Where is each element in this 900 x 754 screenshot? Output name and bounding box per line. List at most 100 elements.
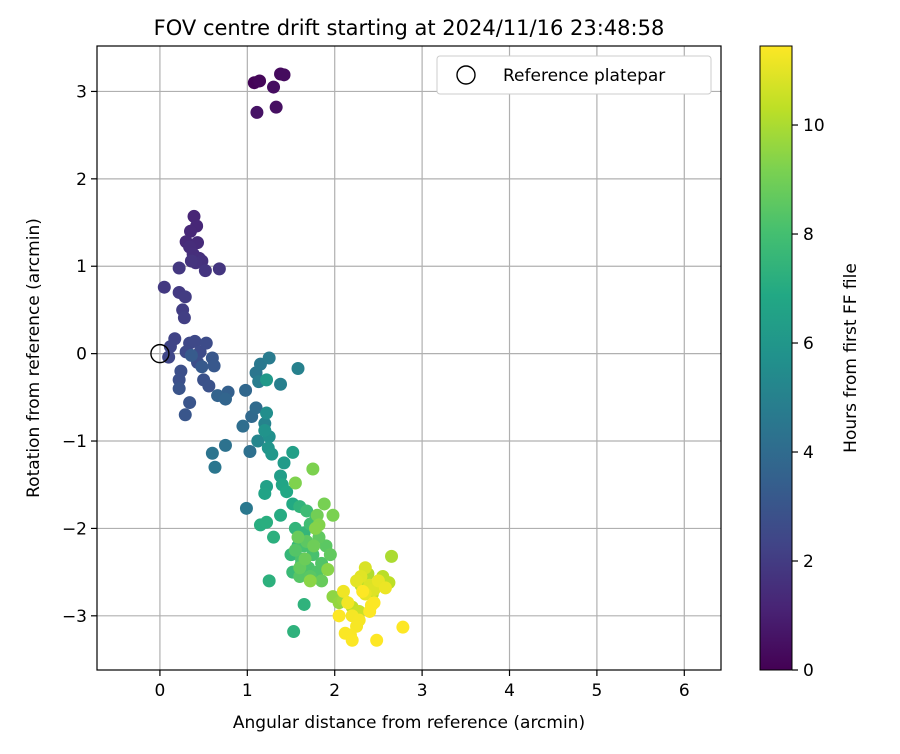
- x-tick-label: 6: [679, 681, 690, 701]
- scatter-point: [178, 408, 192, 422]
- x-tick-label: 5: [591, 681, 602, 701]
- scatter-point: [239, 501, 253, 515]
- scatter-point: [274, 377, 288, 391]
- data-points: [157, 67, 410, 647]
- reference-marker: [150, 343, 170, 364]
- reference-point: [150, 343, 170, 364]
- scatter-point: [336, 584, 350, 598]
- scatter-point: [239, 383, 253, 397]
- scatter-point: [236, 419, 250, 433]
- scatter-point: [267, 530, 281, 544]
- scatter-point: [286, 445, 300, 459]
- scatter-point: [262, 574, 276, 588]
- scatter-point: [184, 254, 198, 268]
- scatter-point: [298, 552, 312, 566]
- scatter-point: [172, 261, 186, 275]
- scatter-point: [308, 521, 322, 535]
- scatter-point: [310, 508, 324, 522]
- y-axis-label: Rotation from reference (arcmin): [24, 218, 44, 498]
- y-tick-label: 1: [76, 257, 87, 277]
- colorbar-tick-label: 4: [803, 443, 814, 463]
- scatter-point: [303, 574, 317, 588]
- scatter-point: [265, 447, 279, 461]
- scatter-point: [199, 336, 213, 350]
- scatter-point: [218, 392, 232, 406]
- colorbar-tick-label: 0: [803, 661, 814, 681]
- scatter-point: [260, 373, 274, 387]
- scatter-point: [250, 105, 264, 119]
- scatter-point: [291, 530, 305, 544]
- y-axis-ticks: −3 −2 −1 0 1 2 3: [62, 82, 97, 627]
- colorbar-ticks: 0 2 4 6 8 10: [792, 116, 825, 681]
- scatter-point: [350, 574, 364, 588]
- colorbar-tick-label: 8: [803, 225, 814, 245]
- scatter-point: [157, 280, 171, 294]
- scatter-point: [332, 609, 346, 623]
- scatter-point: [277, 68, 291, 82]
- legend: Reference platepar: [436, 55, 712, 95]
- scatter-point: [202, 379, 216, 393]
- scatter-point: [363, 604, 377, 618]
- scatter-point: [385, 549, 399, 563]
- y-tick-label: 0: [76, 345, 87, 365]
- x-axis-label: Angular distance from reference (arcmin): [233, 713, 585, 733]
- colorbar-tick-label: 10: [803, 116, 825, 136]
- x-axis-ticks: 0 1 2 3 4 5 6: [155, 670, 690, 701]
- scatter-point: [258, 486, 272, 500]
- plot-area-frame: [96, 45, 722, 671]
- x-tick-label: 2: [329, 681, 340, 701]
- scatter-point: [198, 264, 212, 278]
- legend-marker-icon: [456, 65, 476, 85]
- scatter-point: [341, 596, 355, 610]
- scatter-point: [317, 497, 331, 511]
- scatter-point: [195, 360, 209, 374]
- scatter-point: [262, 351, 276, 365]
- x-tick-label: 0: [155, 681, 166, 701]
- y-tick-label: 3: [76, 82, 87, 102]
- scatter-point: [205, 446, 219, 460]
- y-tick-label: −3: [62, 607, 87, 627]
- scatter-point: [184, 224, 198, 238]
- scatter-point: [306, 462, 320, 476]
- scatter-point: [370, 633, 384, 647]
- scatter-point: [207, 359, 221, 373]
- y-tick-label: −1: [62, 432, 87, 452]
- legend-label: Reference platepar: [503, 66, 665, 86]
- scatter-point: [251, 434, 265, 448]
- scatter-point: [258, 424, 272, 438]
- y-tick-label: −2: [62, 519, 87, 539]
- scatter-point: [260, 515, 274, 529]
- x-tick-label: 1: [242, 681, 253, 701]
- scatter-point: [172, 382, 186, 396]
- legend-box: [436, 55, 712, 95]
- scatter-point: [287, 625, 301, 639]
- scatter-point: [345, 633, 359, 647]
- colorbar-tick-label: 6: [803, 334, 814, 354]
- scatter-point: [188, 334, 202, 348]
- y-tick-label: 2: [76, 170, 87, 190]
- scatter-point: [269, 100, 283, 114]
- scatter-point: [378, 581, 392, 595]
- colorbar-label: Hours from first FF file: [841, 263, 861, 453]
- scatter-point: [307, 539, 321, 553]
- x-tick-label: 3: [417, 681, 428, 701]
- scatter-point: [291, 361, 305, 375]
- scatter-point: [297, 597, 311, 611]
- scatter-point: [300, 504, 314, 518]
- scatter-point: [243, 445, 257, 459]
- scatter-point: [288, 476, 302, 490]
- scatter-point: [184, 348, 198, 362]
- colorbar: 0 2 4 6 8 10 Hours from first FF file: [759, 45, 861, 681]
- scatter-point: [163, 340, 177, 354]
- colorbar-gradient: [759, 45, 793, 671]
- scatter-point: [177, 311, 191, 325]
- scatter-point: [249, 401, 263, 415]
- scatter-point: [396, 620, 410, 634]
- scatter-point: [356, 584, 370, 598]
- scatter-point: [183, 396, 197, 410]
- scatter-point: [178, 290, 192, 304]
- scatter-point: [208, 460, 222, 474]
- scatter-point: [321, 562, 335, 576]
- scatter-point: [280, 485, 294, 499]
